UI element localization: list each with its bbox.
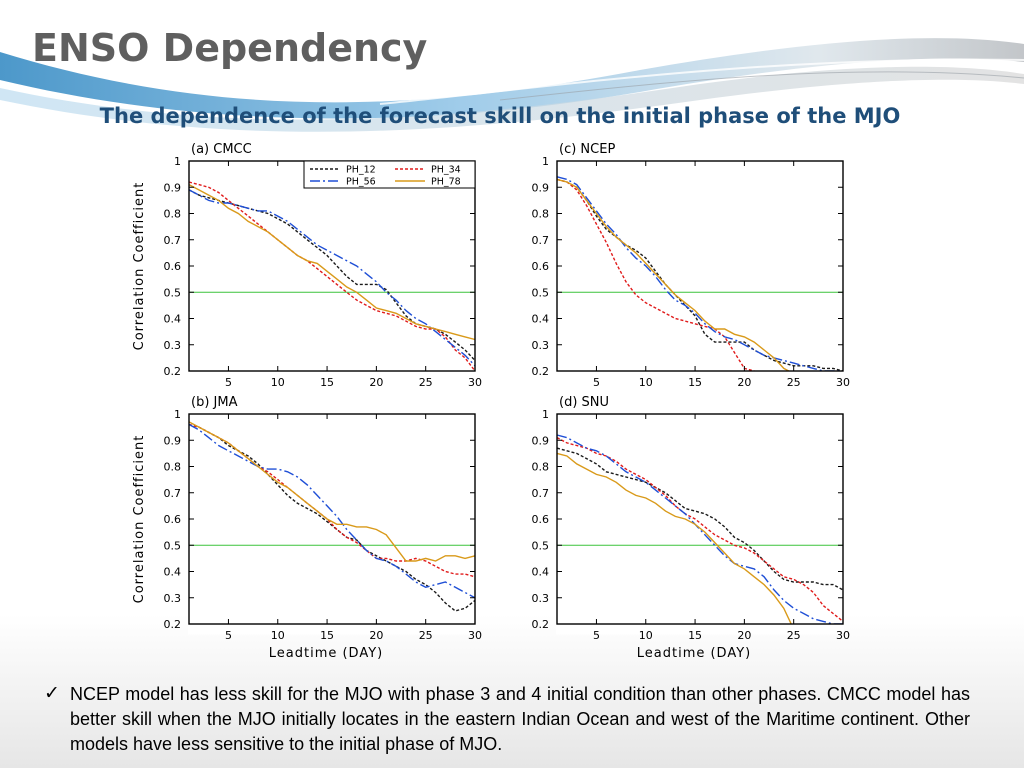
x-tick-label: 25 bbox=[419, 376, 433, 389]
series-line-ph-34 bbox=[188, 181, 476, 372]
series-line-ph-12 bbox=[556, 178, 844, 372]
panel-title: (b) JMA bbox=[191, 395, 238, 410]
x-axis-label: Leadtime (DAY) bbox=[637, 646, 751, 661]
y-tick-label: 0.8 bbox=[532, 461, 550, 474]
y-tick-label: 0.5 bbox=[164, 539, 182, 552]
y-tick-label: 0.6 bbox=[532, 513, 550, 526]
y-tick-label: 0.8 bbox=[532, 208, 550, 221]
x-tick-label: 30 bbox=[836, 376, 850, 389]
series-line-ph-34 bbox=[188, 423, 476, 578]
x-tick-label: 30 bbox=[468, 629, 482, 642]
x-tick-label: 10 bbox=[271, 629, 285, 642]
y-tick-label: 0.8 bbox=[164, 208, 182, 221]
legend-entry: PH_12 bbox=[346, 165, 376, 176]
header-swoosh-light bbox=[0, 66, 1024, 132]
y-tick-label: 1 bbox=[174, 155, 181, 168]
y-axis-label: Correlation Coefficient bbox=[132, 182, 147, 351]
x-tick-label: 20 bbox=[737, 376, 751, 389]
series-line-ph-34 bbox=[556, 436, 844, 622]
slide-subtitle: The dependence of the forecast skill on … bbox=[99, 104, 901, 128]
y-tick-label: 0.9 bbox=[164, 181, 182, 194]
panel-title: (d) SNU bbox=[559, 395, 609, 410]
y-tick-label: 0.9 bbox=[532, 181, 550, 194]
y-tick-label: 0.7 bbox=[164, 487, 182, 500]
y-tick-label: 0.9 bbox=[532, 434, 550, 447]
y-tick-label: 0.7 bbox=[532, 234, 550, 247]
y-tick-label: 0.4 bbox=[532, 313, 550, 326]
y-tick-label: 0.4 bbox=[164, 566, 182, 579]
x-tick-label: 15 bbox=[688, 376, 702, 389]
legend: PH_12 PH_34 PH_56 PH_78 bbox=[303, 160, 476, 189]
x-tick-label: 20 bbox=[369, 629, 383, 642]
y-tick-label: 0.5 bbox=[532, 539, 550, 552]
x-tick-label: 20 bbox=[737, 629, 751, 642]
x-tick-label: 30 bbox=[468, 376, 482, 389]
y-tick-label: 0.5 bbox=[532, 286, 550, 299]
x-tick-label: 25 bbox=[787, 376, 801, 389]
y-tick-label: 0.5 bbox=[164, 286, 182, 299]
conclusion-note: ✓ NCEP model has less skill for the MJO … bbox=[44, 682, 970, 757]
slide-title: ENSO Dependency bbox=[32, 26, 428, 70]
x-tick-label: 5 bbox=[225, 376, 232, 389]
conclusion-text: NCEP model has less skill for the MJO wi… bbox=[70, 684, 970, 754]
series-line-ph-12 bbox=[188, 423, 476, 612]
y-tick-label: 0.8 bbox=[164, 461, 182, 474]
plot-area bbox=[189, 161, 475, 371]
y-tick-label: 0.2 bbox=[164, 365, 182, 378]
x-tick-label: 10 bbox=[639, 376, 653, 389]
x-tick-label: 15 bbox=[688, 629, 702, 642]
x-tick-label: 15 bbox=[320, 629, 334, 642]
y-tick-label: 0.3 bbox=[532, 592, 550, 605]
y-tick-label: 0.9 bbox=[164, 434, 182, 447]
y-tick-label: 0.2 bbox=[532, 365, 550, 378]
header-swoosh bbox=[0, 38, 1024, 119]
y-tick-label: 0.3 bbox=[164, 592, 182, 605]
legend-entry: PH_34 bbox=[431, 165, 461, 176]
panel-title: (a) CMCC bbox=[191, 142, 252, 157]
series-line-ph-78 bbox=[188, 421, 476, 562]
series-line-ph-56 bbox=[556, 176, 843, 372]
plot-area bbox=[557, 414, 843, 624]
y-tick-label: 1 bbox=[174, 408, 181, 421]
series-line-ph-78 bbox=[188, 183, 476, 341]
x-tick-label: 30 bbox=[836, 629, 850, 642]
y-tick-label: 0.3 bbox=[164, 339, 182, 352]
y-tick-label: 1 bbox=[542, 155, 549, 168]
x-tick-label: 5 bbox=[593, 629, 600, 642]
x-tick-label: 10 bbox=[639, 629, 653, 642]
x-tick-label: 20 bbox=[369, 376, 383, 389]
y-tick-label: 0.3 bbox=[532, 339, 550, 352]
legend-entry: PH_78 bbox=[431, 177, 461, 188]
legend-entry: PH_56 bbox=[346, 177, 376, 188]
y-tick-label: 1 bbox=[542, 408, 549, 421]
series-line-ph-56 bbox=[188, 189, 476, 367]
y-tick-label: 0.6 bbox=[164, 260, 182, 273]
plot-area bbox=[557, 161, 843, 371]
y-tick-label: 0.2 bbox=[532, 618, 550, 631]
y-tick-label: 0.6 bbox=[532, 260, 550, 273]
x-tick-label: 5 bbox=[593, 376, 600, 389]
x-axis-label: Leadtime (DAY) bbox=[269, 646, 383, 661]
x-tick-label: 10 bbox=[271, 376, 285, 389]
x-tick-label: 25 bbox=[419, 629, 433, 642]
check-icon: ✓ bbox=[44, 682, 60, 704]
x-tick-label: 15 bbox=[320, 376, 334, 389]
y-tick-label: 0.6 bbox=[164, 513, 182, 526]
y-tick-label: 0.4 bbox=[532, 566, 550, 579]
x-tick-label: 5 bbox=[225, 629, 232, 642]
y-tick-label: 0.4 bbox=[164, 313, 182, 326]
y-tick-label: 0.2 bbox=[164, 618, 182, 631]
y-axis-label: Correlation Coefficient bbox=[132, 435, 147, 604]
y-tick-label: 0.7 bbox=[532, 487, 550, 500]
panel-title: (c) NCEP bbox=[559, 142, 615, 157]
y-tick-label: 0.7 bbox=[164, 234, 182, 247]
series-line-ph-56 bbox=[188, 423, 476, 599]
x-tick-label: 25 bbox=[787, 629, 801, 642]
